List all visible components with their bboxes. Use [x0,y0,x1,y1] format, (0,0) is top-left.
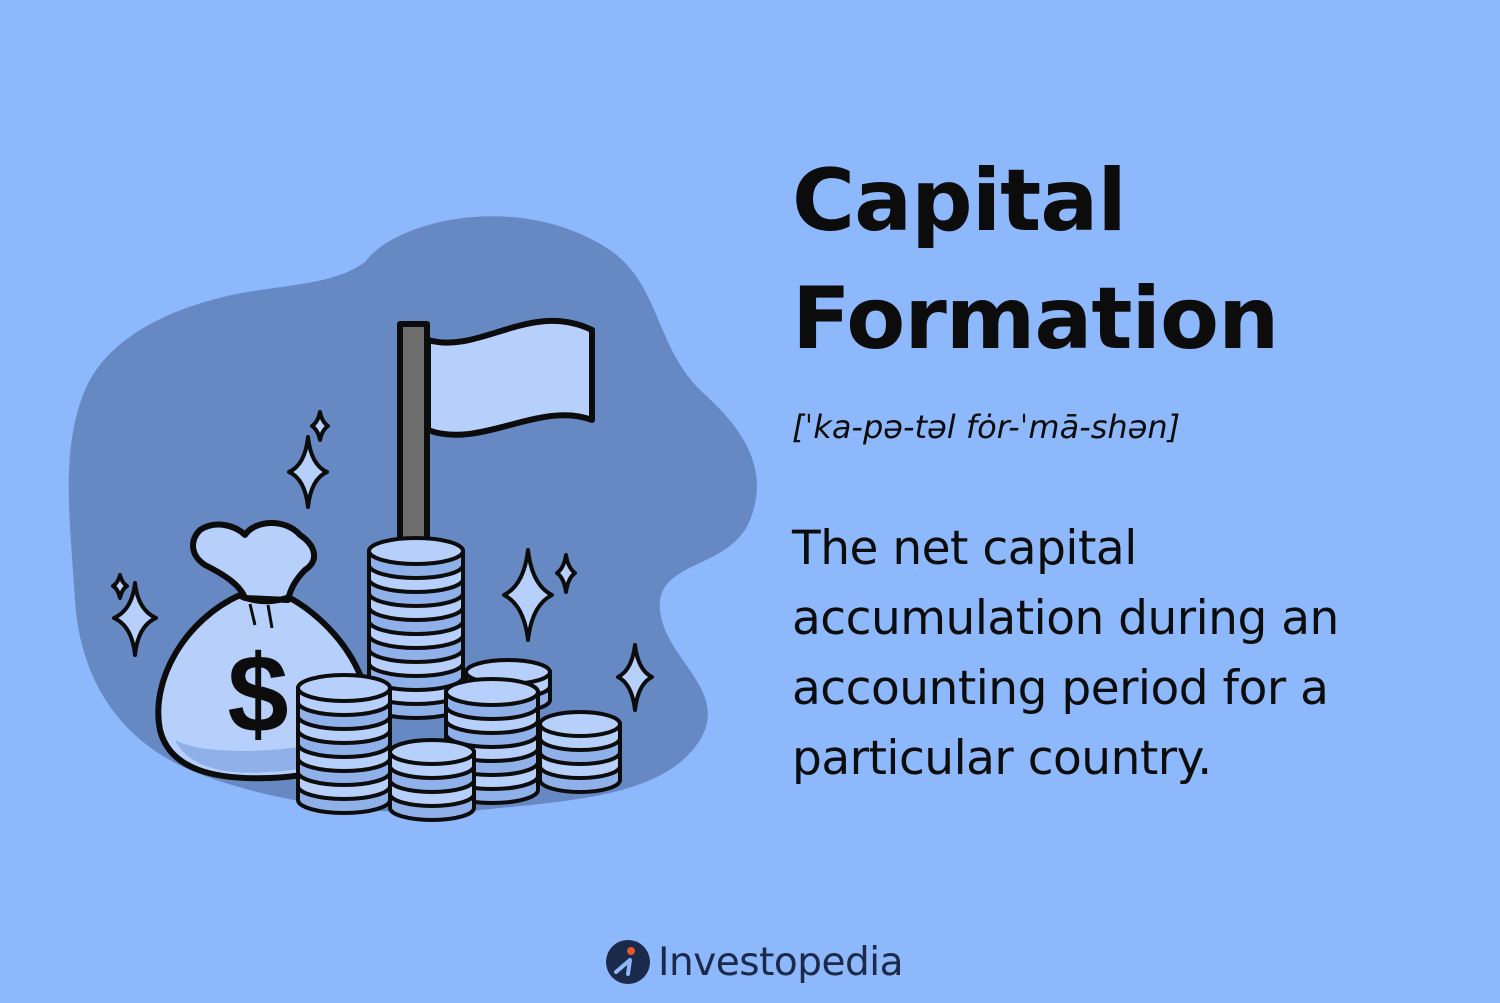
investopedia-logo-icon [606,940,650,984]
coin-stacks [296,536,622,822]
capital-illustration: $ [68,216,757,822]
term-title-line1: Capital [792,151,1127,251]
coin-top [296,673,392,703]
coin-top [388,738,476,766]
coin-stack-icon [388,738,476,822]
sparkle-icon [111,410,654,712]
coin-stack-icon [538,710,622,794]
bag-dollar-sign: $ [227,633,288,756]
brand-name: Investopedia [658,939,904,985]
flag-icon [397,317,595,577]
coin-top [538,710,622,738]
coin-stack-icon [444,677,540,805]
definition-text: The net capital accumulation during an a… [792,521,1339,786]
coin-top [367,536,465,566]
term-title: Capital Formation [792,142,1279,378]
coin-top [444,677,540,707]
pronunciation: [ˈka-pə-təl fȯr-ˈmā-shən] [792,408,1181,446]
term-title-line2: Formation [792,269,1279,369]
coin-stack-icon [296,673,392,815]
brand-logo: Investopedia [604,932,904,992]
